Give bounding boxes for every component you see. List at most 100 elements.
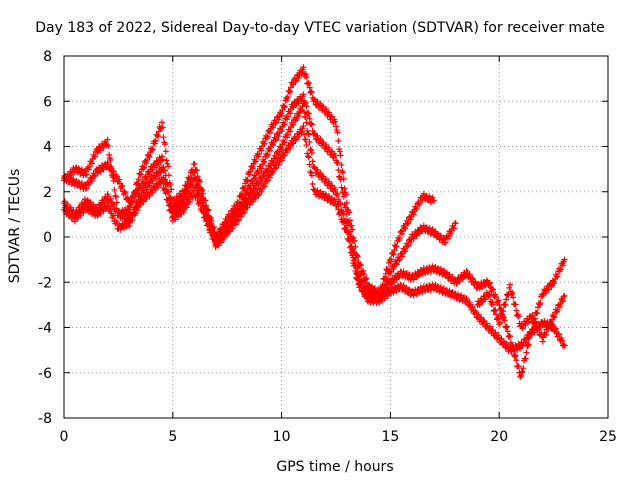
data-point [368,283,375,290]
data-point [273,119,280,126]
data-point [479,298,486,305]
data-point [266,129,273,136]
grid-lines [64,56,608,418]
data-point [338,184,345,191]
data-point [78,166,85,173]
data-point [143,160,150,167]
data-point [559,298,566,305]
data-point [292,137,299,144]
data-point [402,225,409,232]
data-point [451,225,458,232]
data-point [334,190,341,197]
data-point [551,314,558,321]
data-point [504,292,511,299]
data-point [515,313,522,320]
y-tick-label: 8 [43,49,52,65]
data-point [503,324,510,331]
data-point [116,176,123,183]
data-point [107,156,114,163]
data-point [244,177,251,184]
data-point [137,201,144,208]
data-point [535,324,542,331]
data-point [301,131,308,138]
data-point [551,280,558,287]
data-point [191,176,198,183]
data-point [492,291,499,298]
data-point [507,333,514,340]
data-point [275,151,282,158]
data-point [158,153,165,160]
data-point [405,242,412,249]
data-point [151,140,158,147]
data-point [513,307,520,314]
data-point [210,234,217,241]
data-point [241,209,248,216]
data-point [300,123,307,130]
data-point [238,213,245,220]
data-point [493,311,500,318]
data-point [82,171,89,178]
data-point [413,205,420,212]
data-point [249,198,256,205]
data-point [340,193,347,200]
data-point [300,91,307,98]
data-point [126,202,133,209]
data-point [430,197,437,204]
data-point [295,75,302,82]
data-point [437,284,444,291]
data-point [305,80,312,87]
data-point [501,317,508,324]
x-tick-label: 20 [490,429,508,445]
data-point [107,206,114,213]
data-point [337,152,344,159]
data-point [495,332,502,339]
data-point [387,281,394,288]
data-point [508,291,515,298]
data-point [341,185,348,192]
data-point [513,357,520,364]
data-point [404,243,411,250]
data-point [335,137,342,144]
data-point [155,133,162,140]
data-point [278,112,285,119]
data-point [495,297,502,304]
data-point [512,352,519,359]
data-point [333,191,340,198]
data-point [400,282,407,289]
data-point [401,224,408,231]
data-point [290,81,297,88]
data-point [326,109,333,116]
data-point [275,116,282,123]
data-point [499,311,506,318]
data-point [290,122,297,129]
series-track-4 [61,123,568,355]
data-point [305,110,312,117]
data-point [105,142,112,149]
data-point [550,313,557,320]
data-point [333,159,340,166]
data-point [489,286,496,293]
data-point [141,164,148,171]
data-point [134,207,141,214]
chart-title: Day 183 of 2022, Sidereal Day-to-day VTE… [35,20,605,36]
data-point [520,365,527,372]
data-point [552,325,559,332]
data-point [559,297,566,304]
data-point [226,228,233,235]
data-point [258,188,265,195]
data-point [475,300,482,307]
data-point [466,271,473,278]
data-point [317,100,324,107]
data-point [128,197,135,204]
data-point [340,219,347,226]
data-point [504,328,511,335]
data-point [326,144,333,151]
data-point [158,164,165,171]
data-point [146,153,153,160]
data-point [522,322,529,329]
data-point [561,256,568,263]
data-point [354,276,361,283]
data-point [113,199,120,206]
data-point [123,223,130,230]
data-point [118,183,125,190]
